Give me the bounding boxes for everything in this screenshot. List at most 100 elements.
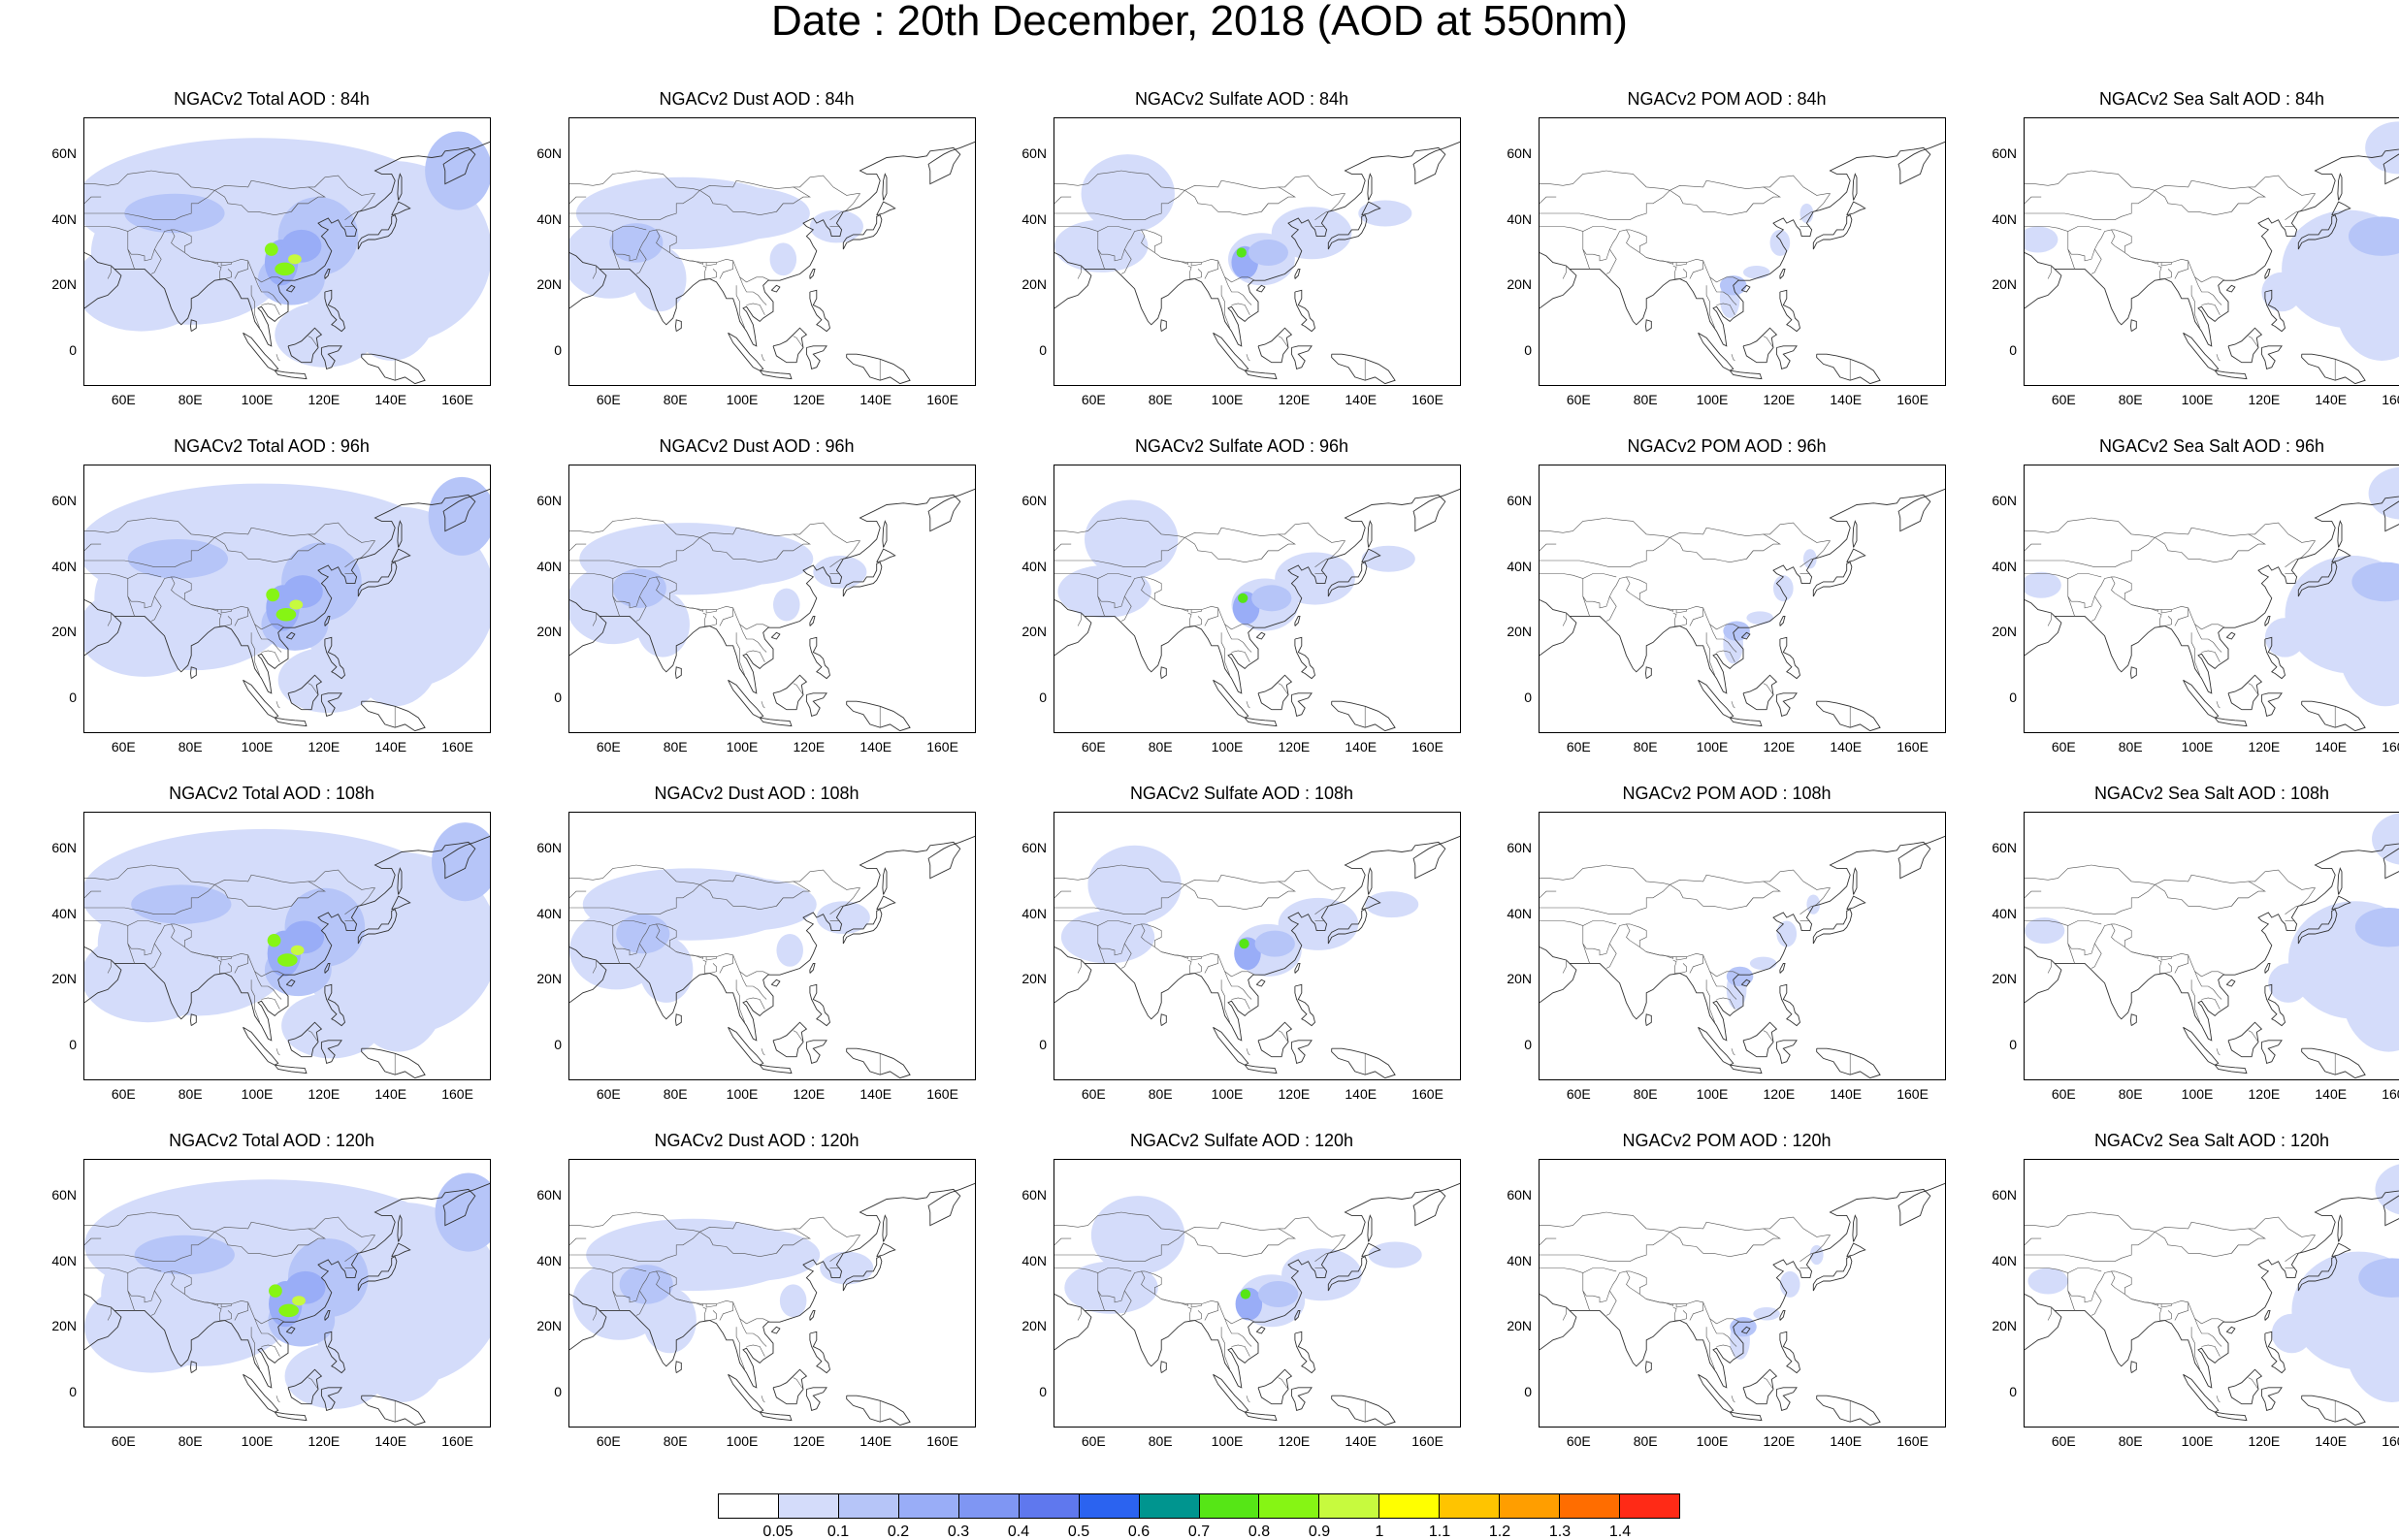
- country-border: [659, 576, 677, 600]
- coastline: [1729, 369, 1763, 380]
- coastline: [287, 1021, 323, 1058]
- coastline: [1213, 332, 1249, 371]
- map-frame: [1539, 117, 1946, 386]
- country-border: [2067, 229, 2115, 262]
- country-border: [1672, 612, 1687, 626]
- country-border: [1675, 1303, 1687, 1308]
- country-border: [2248, 336, 2259, 348]
- panel-title: NGACv2 Dust AOD : 120h: [654, 1131, 859, 1150]
- coastline: [391, 201, 411, 216]
- coastline: [2130, 666, 2137, 679]
- coastline: [2260, 692, 2283, 717]
- aod-plume: [1358, 200, 1412, 227]
- lon-tick-label: 100E: [726, 1086, 759, 1102]
- coastline: [1054, 252, 1092, 309]
- lon-tick-label: 120E: [1763, 1433, 1796, 1449]
- country-border: [2231, 897, 2249, 907]
- aod-plume: [609, 223, 664, 263]
- country-border: [1220, 632, 1230, 676]
- map-frame: [1054, 812, 1461, 1080]
- coastline: [770, 979, 781, 987]
- lat-tick-label: 60N: [51, 1187, 77, 1203]
- coastline: [114, 141, 490, 347]
- lon-tick-label: 100E: [1211, 1433, 1244, 1449]
- lat-tick-label: 60N: [1021, 145, 1047, 162]
- coastline: [1742, 1021, 1778, 1058]
- country-border: [1763, 1377, 1774, 1390]
- aod-plume: [124, 193, 225, 234]
- country-border: [612, 596, 620, 617]
- aod-plume: [1368, 1241, 1422, 1268]
- coastline: [1779, 983, 1800, 1027]
- panel-title: NGACv2 Sea Salt AOD : 96h: [2098, 436, 2325, 456]
- lon-tick-label: 160E: [1411, 1433, 1443, 1449]
- coastline: [1740, 284, 1751, 293]
- lon-tick-label: 80E: [1633, 1433, 1658, 1449]
- map-panel-total-120h: NGACv2 Total AOD : 120h 60N 40N 20N 0 60E 80E 1…: [39, 1131, 504, 1451]
- country-border: [2248, 1030, 2259, 1043]
- aod-plume: [2354, 907, 2399, 947]
- lat-tick-label: 40N: [1507, 1252, 1532, 1268]
- country-border: [1626, 923, 1703, 974]
- coastline: [357, 561, 398, 597]
- country-border: [1077, 266, 1082, 279]
- country-border: [220, 956, 232, 961]
- coastline: [2264, 1309, 2271, 1321]
- colorbar-swatch: [1079, 1493, 1140, 1519]
- coastline: [675, 319, 682, 332]
- country-border: [1314, 211, 1329, 220]
- lat-tick-label: 20N: [1992, 1318, 2017, 1334]
- aod-plume: [1772, 575, 1794, 602]
- lon-tick-label: 80E: [663, 1433, 688, 1449]
- lat-tick-label: 60N: [1992, 1187, 2017, 1203]
- country-border: [569, 1211, 700, 1262]
- map-frame: [83, 1159, 491, 1428]
- lat-tick-label: 20N: [51, 971, 77, 987]
- country-border: [702, 1306, 717, 1321]
- coastline: [1257, 1021, 1293, 1058]
- country-border: [1799, 559, 1814, 567]
- country-border: [2248, 683, 2259, 695]
- aod-plume: [2271, 1313, 2313, 1354]
- coastline: [772, 1021, 808, 1058]
- aod-plume: [435, 1172, 490, 1252]
- lat-tick-label: 40N: [51, 1252, 77, 1268]
- country-border: [171, 1270, 248, 1321]
- coastline: [324, 1309, 331, 1321]
- coastline: [1294, 636, 1315, 680]
- coastline: [1367, 867, 1373, 895]
- coastline: [285, 979, 296, 987]
- coastline: [361, 353, 426, 385]
- country-border: [1672, 1306, 1687, 1321]
- country-border: [702, 265, 717, 279]
- lon-tick-label: 160E: [1411, 1086, 1443, 1102]
- country-border: [247, 260, 285, 283]
- country-border: [84, 920, 162, 926]
- country-border: [1702, 607, 1740, 630]
- colorbar-swatch: [1560, 1493, 1621, 1519]
- country-border: [308, 1030, 319, 1043]
- lon-tick-label: 140E: [1345, 1433, 1378, 1449]
- country-border: [1629, 1270, 1647, 1295]
- coastline: [2214, 1411, 2248, 1422]
- coastline: [876, 201, 896, 216]
- country-border: [1562, 1307, 1567, 1321]
- country-border: [2114, 1270, 2132, 1295]
- coastline: [357, 214, 398, 250]
- coastline: [759, 717, 793, 727]
- lon-tick-label: 60E: [2051, 1433, 2076, 1449]
- country-border: [344, 559, 359, 567]
- aod-plume: [1060, 911, 1155, 964]
- country-border: [214, 881, 326, 911]
- country-border: [2025, 1267, 2102, 1273]
- coastline: [1255, 1326, 1266, 1334]
- country-border: [2131, 604, 2158, 612]
- aod-plume: [1057, 565, 1151, 619]
- country-border: [2231, 550, 2249, 560]
- lat-tick-label: 0: [554, 341, 562, 358]
- lon-tick-label: 120E: [1278, 392, 1311, 407]
- lat-tick-label: 0: [2009, 689, 2017, 705]
- aod-plume: [267, 933, 281, 947]
- lon-tick-label: 140E: [2315, 739, 2348, 754]
- coastline: [1540, 599, 1577, 657]
